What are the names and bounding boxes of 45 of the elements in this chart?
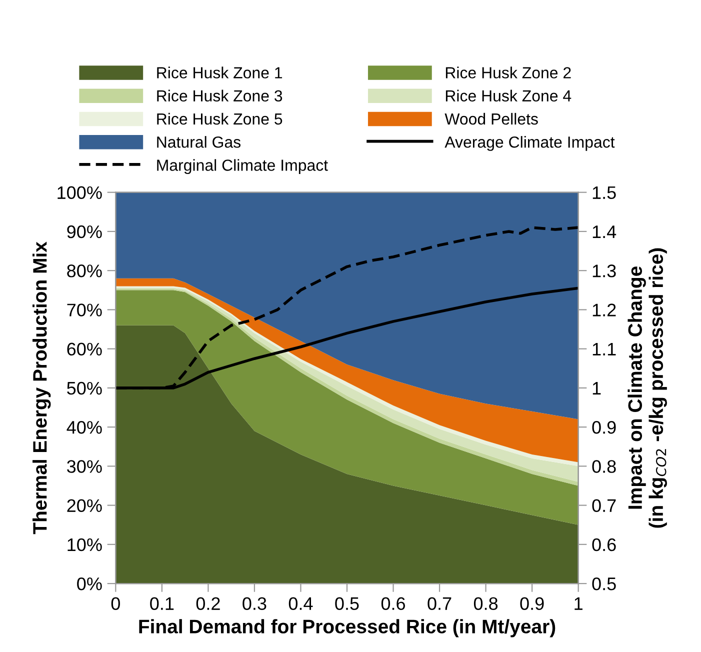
y-tick-label: 80% [67,264,102,278]
legend-label: Rice Husk Zone 5 [157,112,282,125]
x-tick-label: 0.4 [288,597,313,610]
y-tick-label: 10% [68,538,102,552]
legend-label: Average Climate Impact [444,136,615,151]
y2-tick-label: 1.3 [592,264,616,278]
legend-label: Rice Husk Zone 3 [157,90,282,102]
y2-tick-label: 0.9 [592,420,616,434]
x-axis-title: Final Demand for Processed Rice (in Mt/year) [139,619,556,638]
y2-tick-label: 1.2 [592,304,616,316]
legend-label: Marginal Climate Impact [157,159,328,174]
legend-label: Rice Husk Zone 2 [446,66,571,78]
x-tick-label: 0.3 [242,597,266,610]
x-tick-label: 0.6 [381,597,406,610]
x-tick-label: 0.9 [520,597,544,610]
y2-tick-label: 1.4 [592,226,616,238]
y2-tick-label: 0.8 [592,460,616,473]
y-tick-label: 30% [67,460,102,473]
x-tick-label: 0.8 [474,597,498,610]
y2-tick-label: 0.5 [592,577,616,590]
legend-label: Rice Husk Zone 1 [157,66,282,78]
y-tick-label: 70% [67,304,102,316]
x-tick-label: 0.1 [150,597,174,610]
y-tick-label: 0% [77,577,102,590]
y-tick-label: 50% [67,382,102,395]
x-tick-label: 0.7 [428,597,452,610]
y2-tick-label: 1.1 [592,342,616,356]
x-tick-label: 0 [111,597,120,610]
y-tick-label: 90% [67,225,102,238]
y2-tick-label: 1 [592,382,601,394]
y2-tick-label: 0.6 [592,538,616,552]
legend-label: Rice Husk Zone 4 [446,90,572,102]
y2-tick-label: 1.5 [592,186,616,200]
y-tick-label: 100% [58,186,102,200]
y-tick-label: 40% [66,420,102,434]
y-tick-label: 60% [67,342,102,356]
x-tick-label: 1 [574,597,582,610]
x-tick-label: 0.2 [196,597,220,610]
legend-label: Wood Pellets [444,112,538,125]
y-axis-title: Thermal Energy Production Mix [32,242,51,534]
legend-label: Natural Gas [157,136,240,148]
x-tick-label: 0.5 [335,597,359,610]
y2-tick-label: 0.7 [592,499,616,512]
y-tick-label: 20% [67,499,102,512]
y2-axis-title: Impact on Climate Change (in kg$_{CO2}$ -e/kg processed rice) [628,248,667,528]
